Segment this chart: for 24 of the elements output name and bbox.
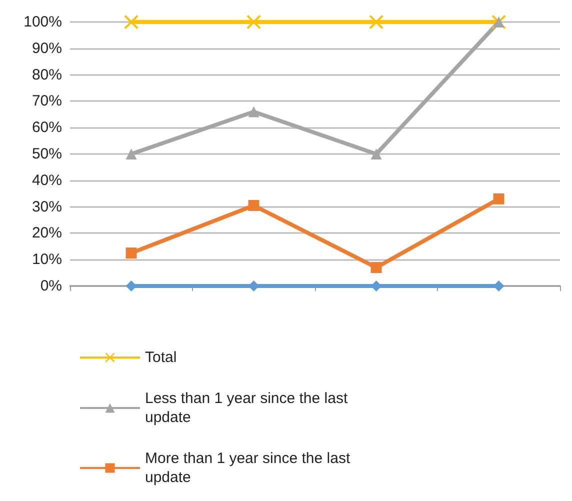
- legend-label: Less than 1 year since the last update: [145, 390, 352, 426]
- y-tick-label: 40%: [32, 172, 62, 189]
- y-tick-label: 50%: [32, 146, 62, 162]
- y-tick-label: 70%: [32, 92, 62, 110]
- point: [126, 248, 137, 258]
- legend-label: More than 1 year since the last update: [145, 450, 354, 486]
- point: [370, 148, 382, 160]
- point: [248, 106, 260, 118]
- y-tick-label: 10%: [32, 251, 62, 268]
- point: [370, 262, 382, 274]
- point: [124, 15, 138, 29]
- point: [126, 148, 137, 160]
- y-tick-label: 20%: [32, 224, 62, 242]
- point: [246, 15, 261, 29]
- y-tick-label: 60%: [32, 119, 62, 136]
- point: [493, 193, 504, 204]
- point: [248, 200, 260, 211]
- y-tick-label: 0%: [40, 278, 62, 294]
- point: [369, 15, 384, 29]
- y-tick-label: 100%: [24, 14, 62, 30]
- y-tick-label: 30%: [32, 198, 62, 216]
- y-tick-label: 80%: [32, 66, 62, 84]
- y-tick-label: 90%: [32, 40, 62, 57]
- legend-label: Total: [145, 349, 177, 366]
